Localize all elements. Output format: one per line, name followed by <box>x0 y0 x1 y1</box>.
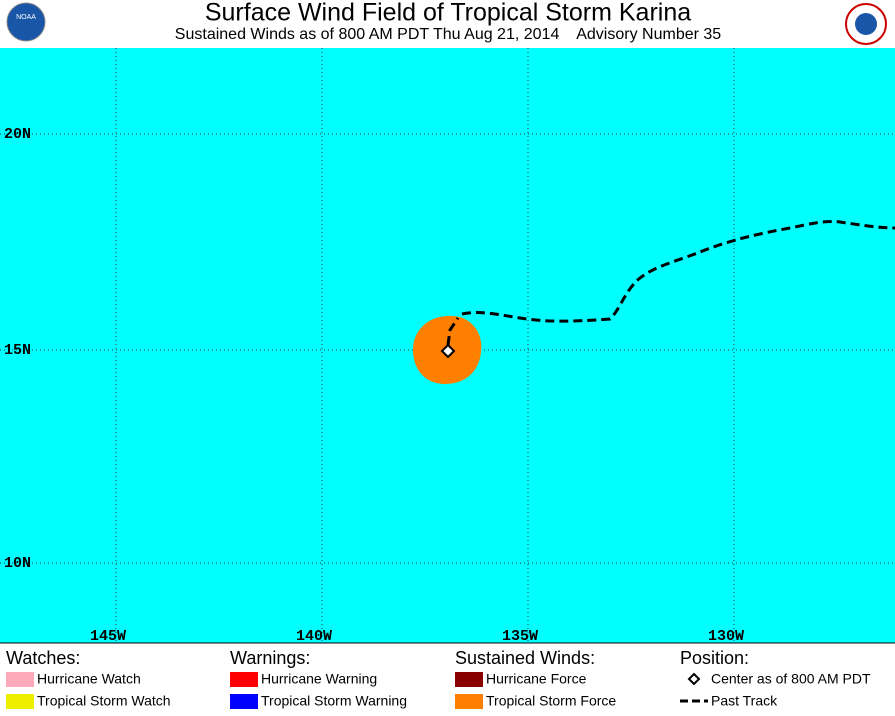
legend-heading: Warnings: <box>230 648 310 668</box>
logo-text: NOAA <box>16 14 36 21</box>
legend-heading: Sustained Winds: <box>455 648 595 668</box>
nws-logo <box>845 3 887 45</box>
logo-inner <box>855 13 877 35</box>
logo-circle <box>6 2 46 42</box>
legend-heading: Position: <box>680 648 749 668</box>
swatch <box>455 672 483 687</box>
past-track <box>446 220 895 346</box>
storm-center <box>440 343 456 359</box>
lat-label: 10N <box>4 555 31 572</box>
lon-label: 130W <box>708 628 744 645</box>
lon-label: 145W <box>90 628 126 645</box>
swatch <box>455 694 483 709</box>
swatch <box>230 672 258 687</box>
center-symbol <box>687 672 701 686</box>
legend-item: Center as of 800 AM PDT <box>711 671 871 687</box>
lon-label: 135W <box>502 628 538 645</box>
swatch <box>6 694 34 709</box>
legend-item: Hurricane Watch <box>37 671 141 687</box>
legend-item: Past Track <box>711 693 778 709</box>
title: Surface Wind Field of Tropical Storm Kar… <box>205 0 691 27</box>
legend-item: Tropical Storm Watch <box>37 693 171 709</box>
swatch <box>6 672 34 687</box>
legend-item: Tropical Storm Force <box>486 693 616 709</box>
legend-item: Hurricane Warning <box>261 671 377 687</box>
lon-label: 140W <box>296 628 332 645</box>
swatch <box>230 694 258 709</box>
legend-item: Tropical Storm Warning <box>261 693 407 709</box>
legend-heading: Watches: <box>6 648 80 668</box>
legend-item: Hurricane Force <box>486 671 587 687</box>
header-bg <box>0 0 895 48</box>
noaa-logo: NOAA <box>6 2 46 42</box>
lat-label: 20N <box>4 126 31 143</box>
subtitle: Sustained Winds as of 800 AM PDT Thu Aug… <box>175 26 721 43</box>
lat-label: 15N <box>4 342 31 359</box>
